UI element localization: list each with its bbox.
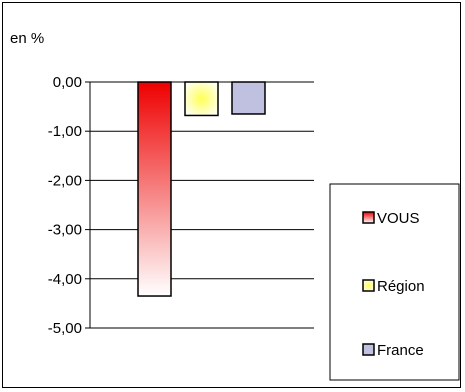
legend-label: VOUS [377, 210, 420, 227]
legend-swatch [362, 279, 375, 292]
bars [137, 81, 266, 297]
y-tick-label: -4,00 [48, 271, 82, 288]
bar-rgion [184, 81, 219, 117]
y-tick-label: -3,00 [48, 222, 82, 239]
y-axis: 0,00 -1,00 -2,00 -3,00 -4,00 -5,00 [48, 74, 91, 337]
y-tick-label: -1,00 [48, 123, 82, 140]
y-tick-label: 0,00 [53, 74, 82, 91]
grid [90, 81, 314, 329]
legend-label: France [377, 342, 424, 359]
y-tick-label: -5,00 [48, 320, 82, 337]
legend-swatch [362, 211, 375, 224]
y-tick-label: -2,00 [48, 172, 82, 189]
bar-france [231, 81, 266, 115]
legend-swatch [362, 343, 375, 356]
unit-label: en % [10, 30, 44, 47]
legend: VOUS Région France [329, 183, 460, 381]
legend-label: Région [377, 278, 425, 295]
legend-box [329, 183, 460, 381]
bar-vous [137, 81, 172, 297]
